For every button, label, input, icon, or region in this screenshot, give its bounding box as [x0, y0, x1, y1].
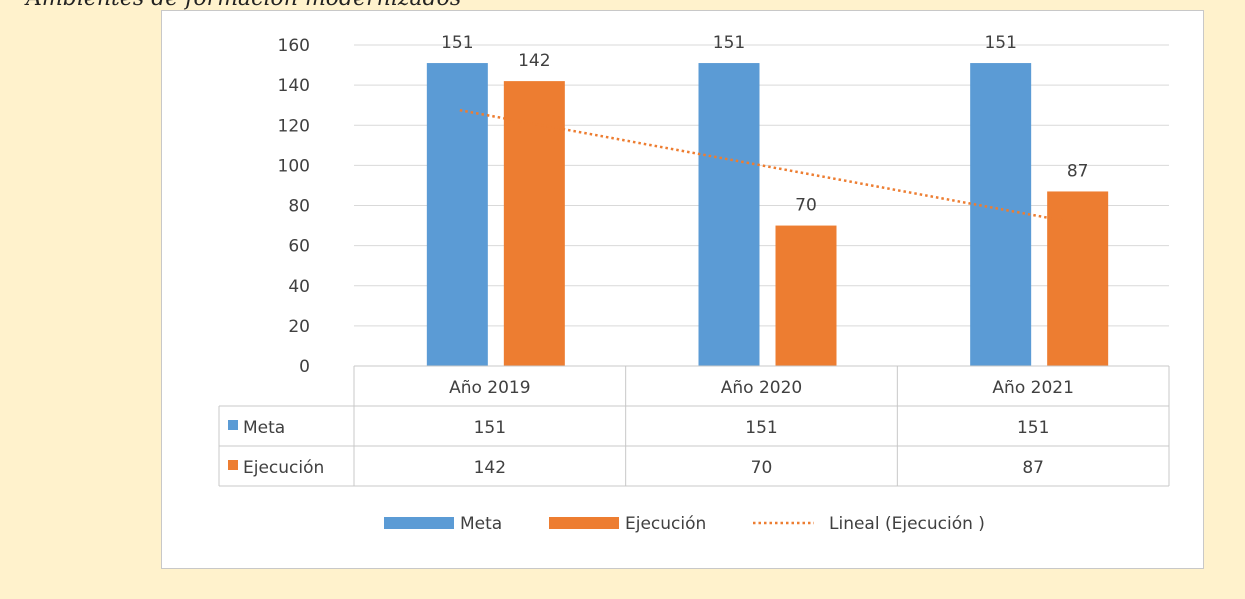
y-tick-label: 100 [278, 156, 310, 176]
table-row-label: Meta [243, 418, 285, 438]
y-tick-label: 80 [288, 197, 310, 217]
legend-label: Ejecución [625, 514, 706, 534]
bar-meta [698, 63, 760, 367]
x-tick-label: Año 2021 [992, 378, 1073, 398]
data-label: 151 [441, 33, 473, 53]
bar-chart: 0 20 40 60 80 100 120 140 160 151 151 151 142 70 87 Año… [218, 33, 1170, 534]
data-label: 151 [984, 33, 1016, 53]
table-row-label: Ejecución [243, 458, 324, 478]
x-tick-label: Año 2020 [721, 378, 802, 398]
y-tick-label: 160 [278, 36, 310, 56]
data-label: 70 [795, 196, 817, 216]
table-legend-key [228, 420, 238, 430]
table-cell: 151 [1017, 418, 1049, 438]
legend-label: Meta [460, 514, 502, 534]
y-tick-label: 60 [288, 237, 310, 257]
legend-key [384, 517, 454, 529]
data-label: 151 [713, 33, 745, 53]
y-tick-label: 140 [278, 76, 310, 96]
y-tick-label: 20 [288, 317, 310, 337]
table-cell: 151 [745, 418, 777, 438]
chart-area: 0 20 40 60 80 100 120 140 160 151 151 151 142 70 87 Año… [161, 10, 1204, 569]
table-cell: 151 [474, 418, 506, 438]
table-cell: 70 [751, 458, 773, 478]
data-label: 142 [518, 51, 550, 71]
y-tick-label: 40 [288, 277, 310, 297]
bar-ejecución [1047, 191, 1109, 366]
bar-ejecución [775, 225, 837, 366]
y-tick-label: 120 [278, 116, 310, 136]
x-tick-label: Año 2019 [449, 378, 530, 398]
table-cell: 87 [1022, 458, 1044, 478]
figure-caption: Ambientes de formación modernizados [26, 0, 461, 11]
y-tick-label: 0 [299, 357, 310, 377]
table-legend-key [228, 460, 238, 470]
bar-meta [426, 63, 488, 367]
table-cell: 142 [474, 458, 506, 478]
data-label: 87 [1067, 161, 1089, 181]
legend-label: Lineal (Ejecución ) [829, 514, 985, 534]
legend-key [549, 517, 619, 529]
bar-ejecución [503, 81, 565, 367]
bar-meta [970, 63, 1032, 367]
